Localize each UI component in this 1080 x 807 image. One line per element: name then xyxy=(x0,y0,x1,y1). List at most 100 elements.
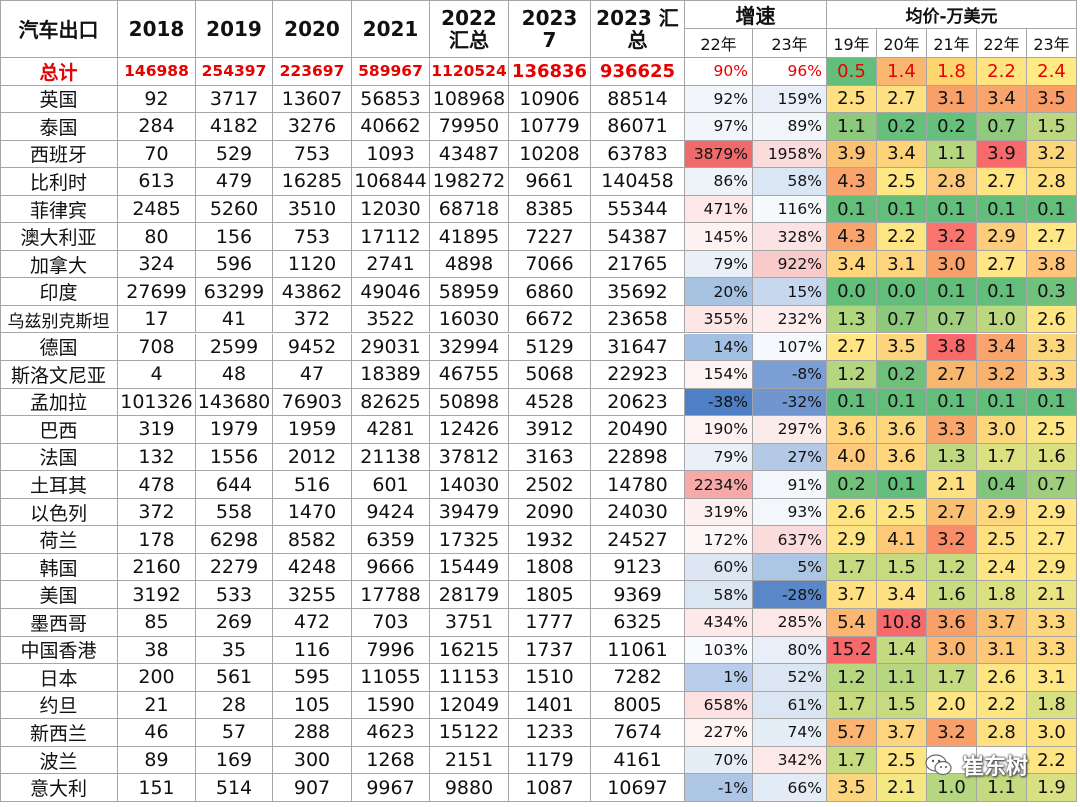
price-text: 3.4 xyxy=(987,88,1016,110)
growth-text: 328% xyxy=(777,227,822,246)
row-value: 2485 xyxy=(118,195,196,224)
row-growth: 1% xyxy=(685,664,753,692)
value-text: 18389 xyxy=(360,363,421,386)
header-price: 均价-万美元 xyxy=(827,0,1077,29)
price-text: 1.3 xyxy=(937,446,966,468)
row-value: 6298 xyxy=(196,526,273,554)
row-price: 0.7 xyxy=(977,113,1027,141)
row-growth: 227% xyxy=(685,719,753,747)
row-value: 1120524 xyxy=(430,58,509,86)
row-price: 0.2 xyxy=(827,471,877,499)
growth-text: -8% xyxy=(791,365,822,384)
row-growth: 159% xyxy=(753,85,827,114)
country-name: 加拿大 xyxy=(29,254,87,277)
row-price: 0.1 xyxy=(1027,195,1077,224)
row-country: 美国 xyxy=(0,581,118,609)
row-value: 10906 xyxy=(509,85,591,114)
price-text: 0.1 xyxy=(937,391,966,413)
price-text: 3.7 xyxy=(837,584,866,606)
price-text: 0.2 xyxy=(887,115,916,137)
value-text: 9666 xyxy=(366,556,415,579)
row-value: 48 xyxy=(196,361,273,389)
row-growth: 58% xyxy=(753,168,827,196)
value-text: 1959 xyxy=(287,418,337,441)
price-text: 2.9 xyxy=(1037,556,1066,578)
row-value: 7674 xyxy=(591,719,685,747)
row-country: 印度 xyxy=(0,278,118,306)
row-country: 意大利 xyxy=(0,774,118,802)
header-price-year-text: 22年 xyxy=(983,35,1020,54)
row-country: 孟加拉 xyxy=(0,388,118,417)
country-name: 比利时 xyxy=(29,171,87,194)
price-text: 2.7 xyxy=(1037,226,1066,248)
row-growth: 97% xyxy=(685,113,753,141)
row-price: 3.7 xyxy=(877,719,927,747)
row-price: 1.7 xyxy=(977,443,1027,472)
price-text: 3.5 xyxy=(1037,88,1066,110)
value-text: 132 xyxy=(138,445,175,468)
growth-text: 227% xyxy=(703,723,748,742)
row-value: 558 xyxy=(196,498,273,527)
row-growth: 70% xyxy=(685,746,753,775)
row-price: 2.5 xyxy=(977,526,1027,554)
header-growth-year-text: 23年 xyxy=(771,35,808,54)
price-text: 3.0 xyxy=(987,418,1016,440)
price-text: 2.7 xyxy=(887,88,916,110)
row-price: 1.8 xyxy=(977,581,1027,609)
row-price: 2.2 xyxy=(977,58,1027,86)
price-text: 3.2 xyxy=(937,226,966,248)
row-value: 1590 xyxy=(352,691,430,720)
price-text: 3.5 xyxy=(837,777,866,799)
price-text: 3.8 xyxy=(937,336,966,358)
row-value: 200 xyxy=(118,664,196,692)
row-value: 478 xyxy=(118,471,196,499)
price-text: 1.5 xyxy=(887,694,916,716)
country-name: 新西兰 xyxy=(29,722,87,745)
row-value: 21138 xyxy=(352,443,430,472)
row-value: 41895 xyxy=(430,223,509,251)
price-text: 2.8 xyxy=(937,170,966,192)
growth-text: 232% xyxy=(777,310,822,329)
row-value: 39479 xyxy=(430,498,509,527)
row-price: 2.2 xyxy=(977,691,1027,720)
row-value: 37812 xyxy=(430,443,509,472)
price-text: 3.9 xyxy=(837,143,866,165)
row-value: 1777 xyxy=(509,609,591,637)
row-value: 6860 xyxy=(509,278,591,306)
row-price: 3.6 xyxy=(877,443,927,472)
row-value: 1805 xyxy=(509,581,591,609)
price-text: 4.3 xyxy=(837,226,866,248)
country-name: 泰国 xyxy=(39,116,78,139)
price-text: 0.5 xyxy=(837,60,866,82)
value-text: 753 xyxy=(293,142,331,165)
price-text: 3.3 xyxy=(1037,639,1066,661)
row-value: 288 xyxy=(273,719,352,747)
price-text: 2.5 xyxy=(1037,418,1066,440)
row-value: 4623 xyxy=(352,719,430,747)
value-text: 936625 xyxy=(599,60,676,82)
row-value: 753 xyxy=(273,223,352,251)
price-text: 4.1 xyxy=(887,529,916,551)
price-text: 2.2 xyxy=(1037,749,1066,771)
row-growth: 319% xyxy=(685,498,753,527)
price-text: 0.1 xyxy=(987,281,1016,303)
price-text: 1.2 xyxy=(937,556,966,578)
value-text: 28179 xyxy=(438,583,500,606)
value-text: 4528 xyxy=(525,390,574,413)
price-text: 1.6 xyxy=(1037,446,1066,468)
row-growth: 15% xyxy=(753,278,827,306)
header-y2023t: 2023 汇总 xyxy=(591,0,685,58)
value-text: 76903 xyxy=(281,390,343,413)
price-text: 1.7 xyxy=(937,666,966,688)
value-text: 6298 xyxy=(209,528,259,551)
header-price-year: 19年 xyxy=(827,29,877,58)
row-value: 269 xyxy=(196,609,273,637)
row-growth: -32% xyxy=(753,388,827,417)
price-text: 0.1 xyxy=(837,391,866,413)
price-text: 10.8 xyxy=(881,611,922,633)
value-text: 20623 xyxy=(607,390,668,413)
row-value: 22923 xyxy=(591,361,685,389)
row-value: 89 xyxy=(118,746,196,775)
row-value: 16285 xyxy=(273,168,352,196)
